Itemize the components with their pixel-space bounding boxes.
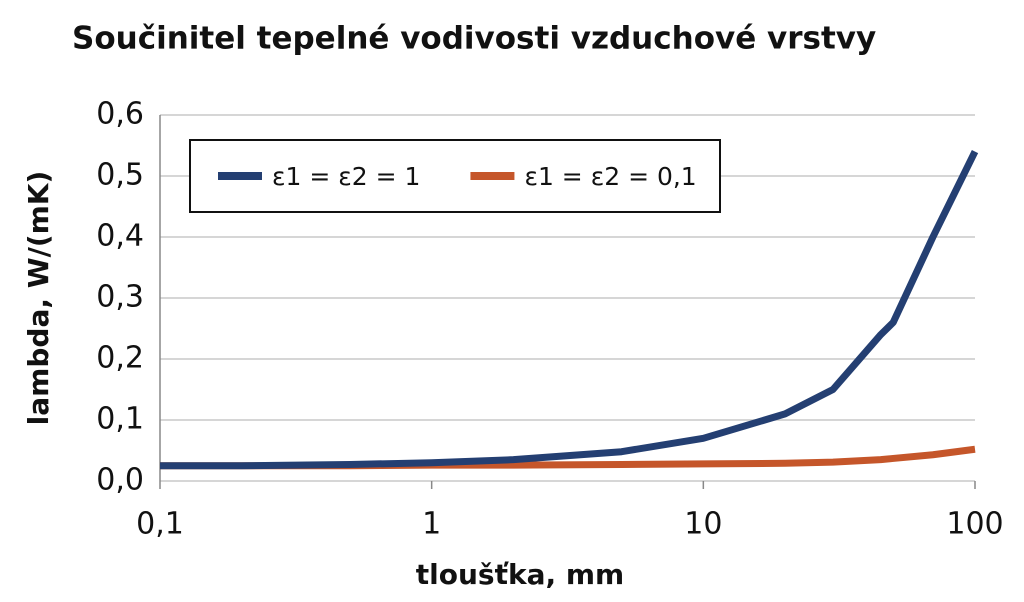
y-tick-label: 0,6 xyxy=(96,97,144,132)
x-tick-label: 1 xyxy=(422,507,441,542)
series-line xyxy=(160,150,979,470)
legend: ε1 = ε2 = 1 ε1 = ε2 = 0,1 xyxy=(189,139,721,213)
y-tick-label: 0,4 xyxy=(96,219,144,254)
y-tick-label: 0,3 xyxy=(96,280,144,315)
legend-label: ε1 = ε2 = 1 xyxy=(272,162,420,191)
x-tick-label: 0,1 xyxy=(136,507,184,542)
y-tick-label: 0,0 xyxy=(96,463,144,498)
x-axis-label: tloušťka, mm xyxy=(416,558,624,591)
y-tick-label: 0,5 xyxy=(96,158,144,193)
y-tick-label: 0,1 xyxy=(96,402,144,437)
x-tick-label: 10 xyxy=(684,507,722,542)
y-axis-label: lambda, W/(mK) xyxy=(22,171,55,426)
legend-label: ε1 = ε2 = 0,1 xyxy=(524,162,696,191)
legend-box xyxy=(189,139,721,213)
x-tick-label: 100 xyxy=(946,507,1003,542)
chart-title: Součinitel tepelné vodivosti vzduchové v… xyxy=(72,21,876,57)
y-tick-label: 0,2 xyxy=(96,341,144,376)
